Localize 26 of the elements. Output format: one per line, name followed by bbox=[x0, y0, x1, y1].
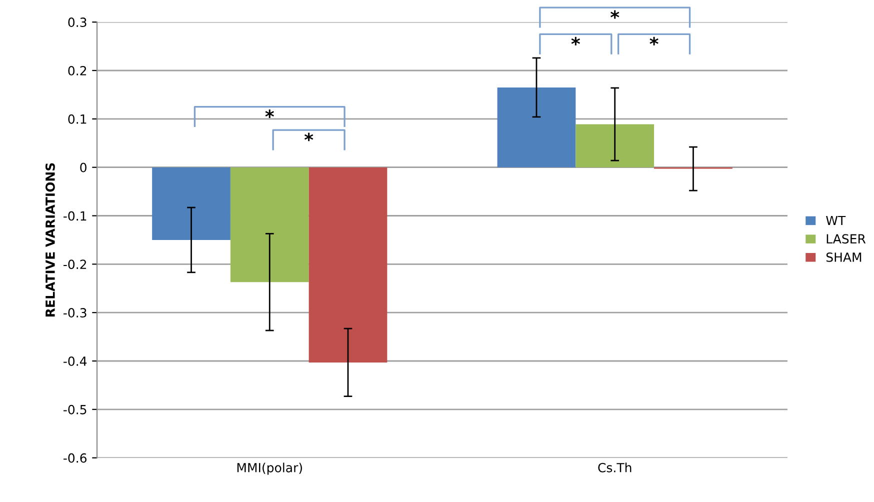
x-tick-label: Cs.Th bbox=[598, 462, 632, 472]
text: * bbox=[610, 10, 620, 19]
y-tick-label: 0.1 bbox=[68, 114, 86, 124]
y-tick-label: -0.6 bbox=[64, 453, 87, 463]
bar bbox=[576, 124, 654, 168]
y-tick-label: 0.3 bbox=[68, 18, 86, 28]
bar bbox=[152, 167, 230, 240]
y-tick-label: 0.2 bbox=[68, 66, 86, 76]
y-tick-label: -0.1 bbox=[64, 211, 86, 221]
annotation: * bbox=[304, 132, 314, 142]
legend-label: SHAM bbox=[826, 252, 862, 262]
bar bbox=[308, 167, 388, 362]
y-tick-label: 0 bbox=[80, 162, 86, 172]
annotation: * bbox=[571, 36, 580, 46]
x-tick-label: MMI(polar) bbox=[237, 462, 302, 475]
legend-label: LASER bbox=[826, 234, 866, 244]
annotation: * bbox=[650, 36, 658, 46]
y-tick-label: -0.4 bbox=[64, 356, 87, 366]
y-tick-label: -0.2 bbox=[64, 260, 86, 270]
bar bbox=[497, 87, 576, 168]
y-axis-title: RELATIVE VARIATIONS bbox=[45, 163, 55, 316]
annotation: * bbox=[265, 110, 274, 118]
y-tick-label: -0.3 bbox=[64, 308, 86, 318]
legend-label: WT bbox=[826, 216, 846, 226]
y-tick-label: -0.5 bbox=[64, 404, 86, 414]
bar bbox=[230, 167, 309, 282]
